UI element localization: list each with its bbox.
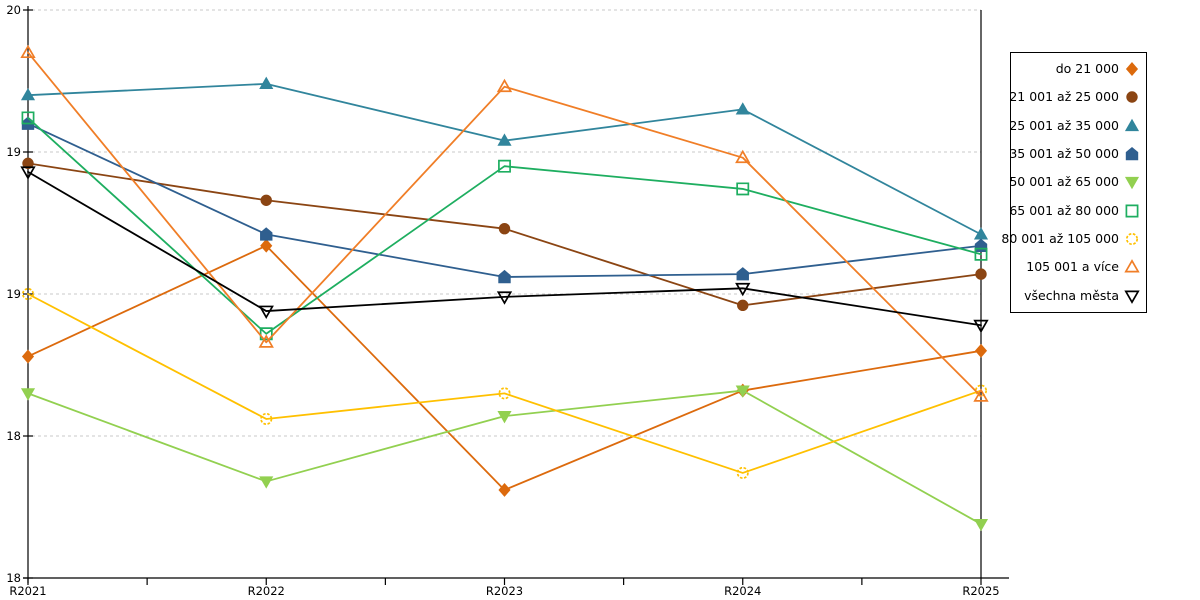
x-tick-label: R2025 bbox=[962, 584, 999, 598]
data-point-marker bbox=[260, 238, 273, 253]
y-tick-label: 19 bbox=[6, 287, 21, 301]
legend-item-label: 35 001 až 50 000 bbox=[1009, 145, 1119, 161]
legend-item-label: 50 001 až 65 000 bbox=[1009, 174, 1119, 190]
data-point-marker bbox=[21, 287, 35, 301]
y-tick-label: 19 bbox=[6, 145, 21, 159]
data-point-marker bbox=[258, 334, 274, 348]
legend-item-8: všechna města bbox=[1015, 288, 1140, 304]
legend-item-7: 105 001 a více bbox=[1015, 259, 1140, 275]
data-point-marker bbox=[21, 111, 35, 125]
legend-item-label: 65 001 až 80 000 bbox=[1009, 202, 1119, 218]
data-point-marker bbox=[496, 291, 513, 305]
data-point-marker bbox=[1124, 118, 1140, 131]
data-point-marker bbox=[20, 87, 36, 101]
data-point-marker bbox=[498, 159, 511, 173]
data-point-marker bbox=[259, 76, 274, 89]
data-point-marker bbox=[20, 44, 36, 59]
data-point-marker bbox=[1124, 177, 1140, 190]
legend-marker-icon bbox=[1124, 290, 1140, 304]
data-point-marker bbox=[1125, 147, 1139, 161]
data-point-marker bbox=[1126, 91, 1138, 104]
y-tick-label: 18 bbox=[6, 429, 21, 443]
data-point-marker bbox=[973, 227, 989, 240]
data-point-marker bbox=[498, 482, 511, 497]
data-point-marker bbox=[973, 319, 989, 334]
legend-item-label: 21 001 až 25 000 bbox=[1009, 89, 1119, 105]
data-point-marker bbox=[1124, 259, 1140, 273]
legend-item-3: 35 001 až 50 000 bbox=[1009, 146, 1140, 162]
legend-marker-icon bbox=[1124, 259, 1140, 273]
data-point-marker bbox=[974, 238, 988, 253]
data-point-marker bbox=[737, 299, 749, 312]
data-point-marker bbox=[974, 384, 988, 397]
legend-marker-icon bbox=[1124, 118, 1140, 131]
data-point-marker bbox=[496, 78, 513, 93]
legend: do 21 000 21 001 až 25 000 25 001 až 35 00… bbox=[1001, 52, 1147, 313]
y-tick-label: 20 bbox=[6, 3, 21, 17]
data-point-marker bbox=[260, 227, 273, 241]
series-line-5 bbox=[27, 117, 982, 335]
data-point-marker bbox=[974, 343, 988, 358]
x-tick-label: R2022 bbox=[248, 584, 285, 598]
data-point-marker bbox=[736, 466, 749, 479]
legend-item-5: 65 001 až 80 000 bbox=[1009, 203, 1140, 219]
series-line-7 bbox=[27, 51, 982, 398]
data-point-marker bbox=[259, 476, 274, 489]
x-tick-label: R2024 bbox=[724, 584, 761, 598]
data-point-marker bbox=[1125, 62, 1139, 77]
legend-marker-icon bbox=[1125, 204, 1139, 218]
data-point-marker bbox=[1124, 290, 1140, 304]
data-point-marker bbox=[258, 305, 274, 319]
data-point-marker bbox=[1125, 233, 1139, 246]
legend-item-label: 80 001 až 105 000 bbox=[1001, 230, 1119, 246]
legend-item-1: 21 001 až 25 000 bbox=[1009, 89, 1140, 105]
data-point-marker bbox=[498, 269, 511, 284]
series-line-8 bbox=[27, 170, 982, 327]
y-tick-label: 18 bbox=[6, 571, 21, 585]
data-point-marker bbox=[498, 222, 511, 235]
data-point-marker bbox=[973, 388, 989, 402]
data-point-marker bbox=[974, 247, 988, 261]
legend-item-label: 105 001 a více bbox=[1026, 259, 1119, 275]
legend-item-label: do 21 000 bbox=[1055, 60, 1119, 76]
x-tick-label: R2021 bbox=[9, 584, 46, 598]
data-point-marker bbox=[735, 385, 750, 398]
data-point-marker bbox=[736, 267, 749, 281]
data-point-marker bbox=[735, 282, 751, 297]
series-line-2 bbox=[27, 82, 982, 236]
legend-item-0: do 21 000 bbox=[1015, 61, 1140, 77]
legend-marker-icon bbox=[1125, 62, 1139, 77]
x-tick-label: R2023 bbox=[486, 584, 523, 598]
legend-item-label: všechna města bbox=[1024, 287, 1119, 303]
legend-item-4: 50 001 až 65 000 bbox=[1009, 174, 1140, 190]
legend-marker-icon bbox=[1125, 147, 1139, 161]
series-line-4 bbox=[27, 389, 982, 525]
data-point-marker bbox=[260, 412, 273, 426]
data-point-marker bbox=[736, 182, 750, 196]
legend-marker-icon bbox=[1126, 91, 1138, 104]
data-point-marker bbox=[260, 194, 272, 206]
legend-item-2: 25 001 až 35 000 bbox=[1009, 118, 1140, 134]
legend-marker-icon bbox=[1124, 177, 1140, 190]
legend-item-6: 80 001 až 105 000 bbox=[1001, 231, 1140, 247]
data-point-marker bbox=[497, 133, 512, 146]
data-point-marker bbox=[22, 157, 34, 170]
series-line-6 bbox=[27, 293, 982, 474]
data-point-marker bbox=[20, 166, 36, 180]
legend-item-label: 25 001 až 35 000 bbox=[1009, 117, 1119, 133]
data-point-marker bbox=[975, 268, 987, 280]
data-point-marker bbox=[498, 387, 511, 400]
data-point-marker bbox=[735, 102, 750, 115]
data-point-marker bbox=[1125, 204, 1139, 218]
data-point-marker bbox=[21, 349, 35, 364]
legend-marker-icon bbox=[1125, 233, 1139, 246]
data-point-marker bbox=[20, 388, 36, 401]
data-point-marker bbox=[735, 149, 751, 164]
data-point-marker bbox=[973, 518, 989, 532]
data-point-marker bbox=[497, 411, 512, 424]
